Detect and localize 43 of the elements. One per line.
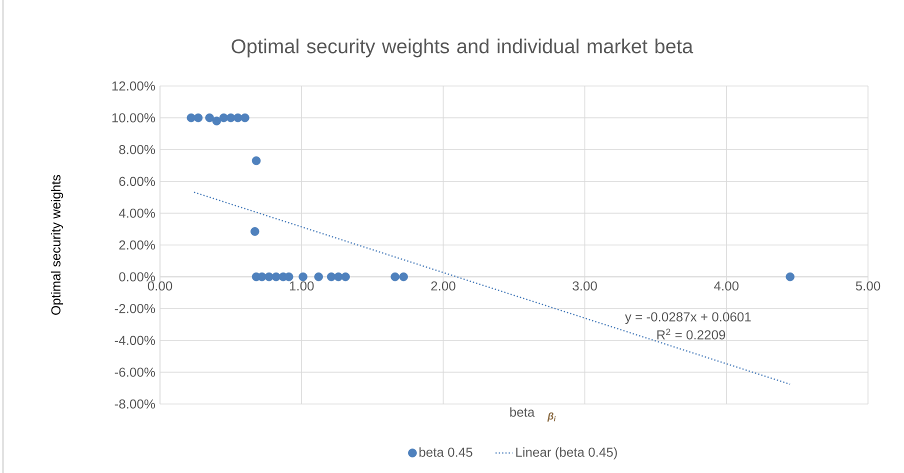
point (786, 272, 795, 282)
point (264, 272, 274, 282)
annotation: y = -0.0287x + 0.0601 (624, 312, 751, 324)
text: β$_{i}$ (547, 412, 556, 422)
point (252, 156, 261, 166)
point (205, 113, 214, 122)
x-tick-label: 5.00 (856, 281, 880, 291)
y-axis-title: Optimal security weights (50, 175, 64, 315)
point (298, 272, 308, 282)
y-tick-label: 12.00% (112, 81, 155, 91)
y-tick-label: -6.00% (114, 368, 155, 377)
y-tick-label: 4.00% (118, 208, 155, 218)
point (314, 272, 323, 282)
point (390, 272, 400, 282)
point (341, 272, 350, 282)
point (226, 113, 236, 122)
point (194, 113, 203, 122)
x-tick-label: 2.00 (431, 281, 456, 291)
y-tick-label: 2.00% (119, 240, 155, 250)
x-tick-label: 4.00 (714, 281, 739, 291)
point (212, 116, 222, 126)
x-axis-title: beta (510, 407, 535, 417)
x-tick-label: 0.00 (148, 281, 172, 291)
point (240, 113, 250, 122)
legend-label: beta 0.45 (419, 447, 472, 457)
y-tick-label: -2.00% (114, 304, 155, 314)
point (250, 227, 260, 236)
point (326, 272, 336, 282)
point (399, 272, 408, 282)
y-tick-label: 8.00% (119, 144, 155, 154)
y-tick-label: -8.00% (114, 399, 155, 409)
x-tick-label: 3.00 (572, 281, 597, 291)
x-tick-label: 1.00 (290, 281, 314, 291)
point (233, 113, 242, 122)
legend-label: Linear (beta 0.45) (516, 447, 617, 460)
point (219, 113, 228, 122)
y-tick-label: 10.00% (112, 113, 155, 122)
y-tick-label: 6.00% (119, 176, 155, 186)
chart-title: Optimal security weights and individual market beta (232, 38, 694, 58)
y-tick-label: 0.00% (119, 272, 155, 282)
point (334, 272, 343, 282)
annotation: R$^{2}$ = 0.2209 (657, 328, 726, 340)
y-tick-label: -4.00% (114, 336, 155, 345)
